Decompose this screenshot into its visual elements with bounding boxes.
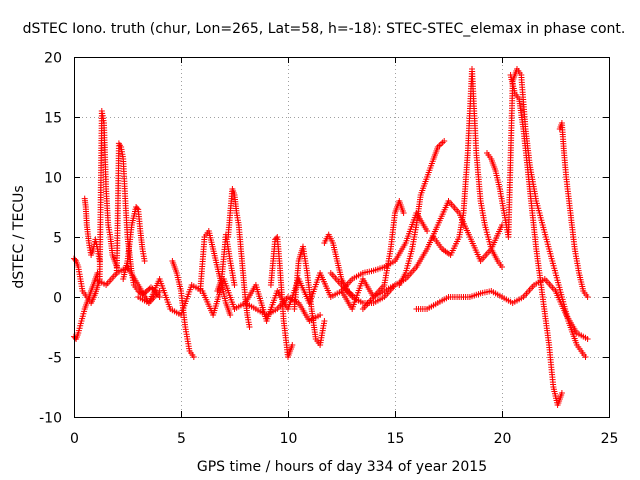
series-12 xyxy=(291,243,328,348)
y-tick-label: -5 xyxy=(48,351,62,367)
series-16 xyxy=(396,138,448,288)
data-point xyxy=(72,256,79,263)
data-point xyxy=(400,210,407,216)
data-point xyxy=(231,282,238,288)
x-tick-label: 10 xyxy=(280,431,298,447)
series-19 xyxy=(484,66,589,360)
data-point xyxy=(156,294,163,300)
data-point xyxy=(317,312,324,318)
y-tick-label: 20 xyxy=(44,51,62,67)
series-23 xyxy=(92,264,163,306)
y-axis-label: dSTEC / TECUs xyxy=(11,185,27,288)
x-tick-label: 20 xyxy=(494,431,512,447)
x-tick-label: 15 xyxy=(387,431,405,447)
y-tick-label: 10 xyxy=(44,171,62,187)
data-point xyxy=(289,342,296,348)
series-4 xyxy=(113,140,163,300)
series-22 xyxy=(338,210,431,294)
data-point xyxy=(190,354,197,360)
data-point xyxy=(246,324,253,330)
data-point xyxy=(273,235,280,242)
series-24 xyxy=(242,294,324,324)
series-1 xyxy=(71,108,120,306)
series-3 xyxy=(81,195,103,264)
series-18 xyxy=(413,276,591,342)
data-point xyxy=(582,354,589,360)
series-15 xyxy=(359,198,407,312)
data-marks xyxy=(71,66,591,408)
y-tick-label: 5 xyxy=(53,231,62,247)
chart-title: dSTEC Iono. truth (chur, Lon=265, Lat=58… xyxy=(23,21,626,37)
data-point xyxy=(584,294,591,300)
data-point xyxy=(156,288,163,294)
axis-ticks: 0 5 10 15 20 25 -10 -5 0 5 10 15 20 xyxy=(39,51,618,448)
data-point xyxy=(96,258,103,264)
data-point xyxy=(321,318,328,324)
x-tick-label: 0 xyxy=(70,431,79,447)
data-point xyxy=(499,264,505,270)
data-point xyxy=(441,138,448,144)
data-point xyxy=(227,312,234,318)
series-17 xyxy=(430,66,505,270)
series-9 xyxy=(225,186,253,330)
series-10 xyxy=(214,231,238,294)
series-7 xyxy=(169,258,197,360)
y-tick-label: 15 xyxy=(44,111,62,127)
x-tick-label: 5 xyxy=(177,431,186,447)
y-tick-label: -10 xyxy=(39,411,62,427)
series-2 xyxy=(71,270,101,342)
series-21 xyxy=(556,120,591,300)
data-point xyxy=(94,270,101,276)
y-tick-label: 0 xyxy=(53,291,62,307)
series-5 xyxy=(120,204,148,282)
data-point xyxy=(424,228,431,234)
data-point xyxy=(584,336,591,342)
series-11 xyxy=(267,234,296,360)
grid xyxy=(74,57,609,417)
plot-frame xyxy=(74,57,610,418)
x-axis-label: GPS time / hours of day 334 of year 2015 xyxy=(197,459,487,475)
series-20 xyxy=(507,72,565,408)
x-tick-label: 25 xyxy=(601,431,619,447)
data-point xyxy=(134,205,141,212)
data-point xyxy=(141,258,148,264)
data-point xyxy=(558,390,565,396)
